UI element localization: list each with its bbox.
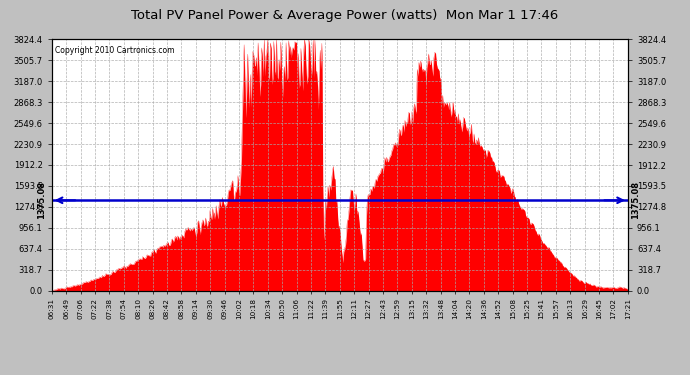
Text: Copyright 2010 Cartronics.com: Copyright 2010 Cartronics.com: [55, 46, 174, 55]
Text: 1375.08: 1375.08: [37, 181, 46, 219]
Text: Total PV Panel Power & Average Power (watts)  Mon Mar 1 17:46: Total PV Panel Power & Average Power (wa…: [131, 9, 559, 22]
Text: 1375.08: 1375.08: [631, 181, 640, 219]
